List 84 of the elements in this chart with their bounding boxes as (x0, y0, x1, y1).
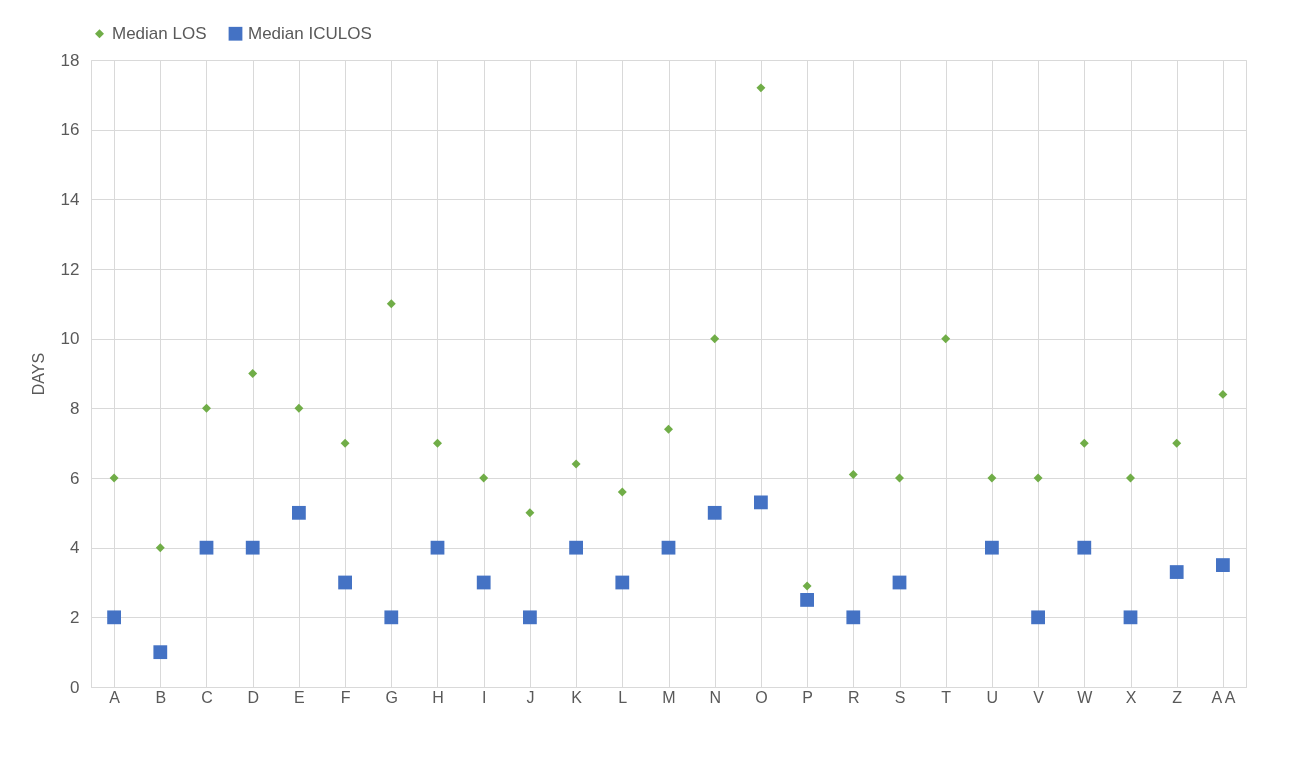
x-tick-label: C (201, 688, 213, 706)
y-tick-label: 16 (60, 120, 80, 140)
x-tick-label: M (662, 688, 676, 706)
x-tick-label: T (941, 688, 952, 706)
x-tick-label: U (986, 688, 999, 706)
point (802, 581, 812, 591)
point (433, 438, 442, 448)
point (756, 83, 766, 93)
point (1169, 565, 1184, 579)
point (710, 334, 720, 344)
point (430, 540, 445, 555)
legend-label: Median LOS (112, 23, 207, 43)
x-tick-label: A A (1211, 688, 1236, 706)
y-tick-label: 10 (60, 329, 80, 349)
point (386, 299, 396, 309)
x-tick-label: V (1033, 688, 1045, 706)
x-tick-label: X (1125, 688, 1137, 706)
x-tick-label: D (247, 688, 259, 706)
x-tick-label: J (526, 688, 535, 706)
point (617, 487, 627, 497)
point (1079, 438, 1089, 448)
point (523, 610, 537, 625)
point (199, 540, 214, 555)
point (107, 610, 121, 625)
point (1123, 610, 1138, 625)
point (571, 459, 581, 469)
point (153, 645, 168, 660)
point (292, 505, 306, 520)
x-tick-label: G (385, 688, 399, 706)
point (569, 540, 583, 555)
point (248, 369, 258, 378)
x-tick-label: P (802, 688, 813, 706)
x-tick-label: I (481, 688, 487, 706)
point (1033, 473, 1043, 483)
y-axis-title: DAYS (29, 352, 47, 396)
x-tick-label: S (894, 688, 906, 706)
y-tick-label: 12 (60, 259, 80, 279)
point (245, 540, 260, 555)
point (202, 403, 211, 413)
point (109, 473, 119, 483)
point (1218, 389, 1228, 399)
y-tick-label: 2 (70, 607, 80, 627)
point (338, 575, 352, 590)
x-tick-label: A (109, 688, 121, 706)
point (800, 593, 814, 607)
x-tick-label: W (1077, 688, 1094, 706)
point (754, 495, 768, 510)
y-tick-label: 18 (60, 50, 80, 70)
x-tick-label: B (155, 688, 167, 706)
x-tick-label: Z (1172, 688, 1183, 706)
y-tick-label: 6 (70, 468, 80, 488)
point (525, 508, 535, 518)
y-tick-label: 4 (70, 538, 80, 558)
point (941, 334, 951, 344)
point (155, 543, 165, 553)
x-tick-label: H (432, 688, 444, 706)
point (707, 505, 722, 520)
point (476, 575, 491, 590)
point (848, 470, 858, 479)
y-tick-label: 0 (70, 677, 80, 697)
point (294, 403, 304, 413)
point (1216, 558, 1230, 572)
x-tick-label: R (848, 688, 860, 706)
x-tick-label: O (755, 688, 768, 706)
y-tick-label: 8 (70, 398, 80, 418)
point (1031, 610, 1045, 625)
point (1172, 438, 1182, 448)
x-tick-label: L (618, 688, 628, 706)
point (846, 610, 861, 625)
legend-label: Median ICULOS (248, 23, 372, 43)
x-tick-label: E (294, 688, 305, 706)
point (987, 473, 997, 483)
point (661, 540, 676, 555)
point (479, 473, 489, 483)
point (1077, 540, 1092, 555)
x-tick-label: F (340, 688, 351, 706)
point (340, 438, 350, 448)
point (664, 424, 673, 434)
y-tick-label: 14 (60, 189, 80, 209)
x-tick-label: K (571, 688, 583, 706)
point (384, 610, 399, 625)
x-tick-label: N (709, 688, 721, 706)
point (985, 540, 999, 555)
point (615, 575, 630, 590)
